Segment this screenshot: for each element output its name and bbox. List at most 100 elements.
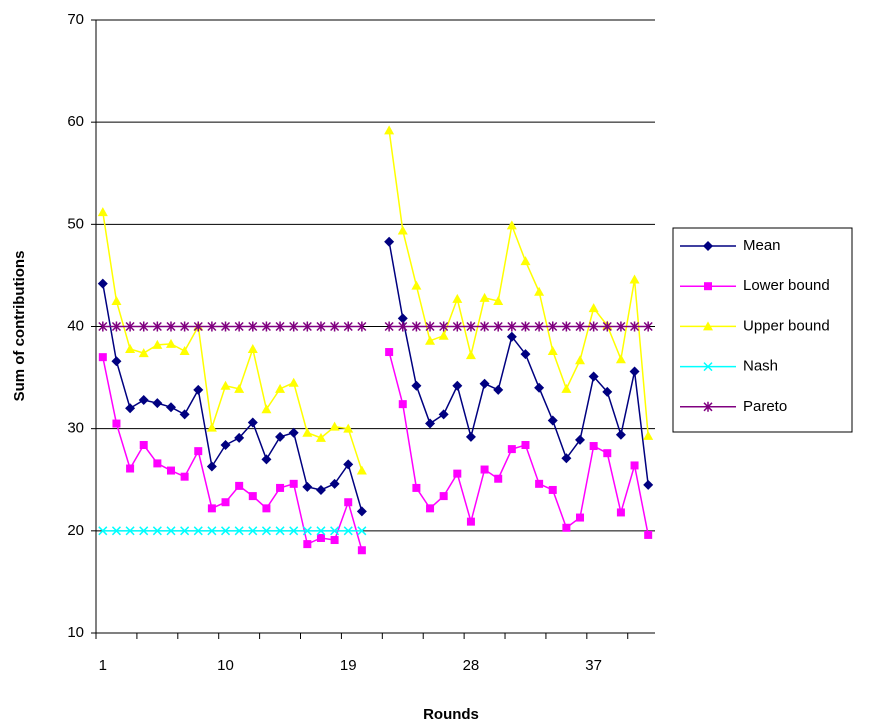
data-point xyxy=(111,295,122,305)
data-point xyxy=(603,449,612,458)
legend-label: Mean xyxy=(743,237,781,254)
data-point xyxy=(234,526,244,536)
data-point xyxy=(629,274,640,284)
data-point xyxy=(343,423,354,433)
data-point xyxy=(602,386,613,397)
data-point xyxy=(615,354,626,364)
data-point xyxy=(439,321,449,332)
data-point xyxy=(315,432,326,442)
data-point xyxy=(302,321,312,332)
data-point xyxy=(479,292,490,302)
data-point xyxy=(493,321,503,332)
data-point xyxy=(275,526,285,536)
data-point xyxy=(166,321,176,332)
data-point xyxy=(384,125,395,135)
data-point xyxy=(125,403,136,414)
data-point xyxy=(493,295,504,305)
data-point xyxy=(425,321,435,332)
data-point xyxy=(234,383,245,393)
data-point xyxy=(220,526,231,536)
data-point xyxy=(534,286,545,296)
data-point xyxy=(289,479,298,488)
x-tick-label: 1 xyxy=(99,657,107,674)
data-point xyxy=(138,395,149,406)
x-tick-label: 19 xyxy=(340,657,357,674)
data-point xyxy=(248,526,258,536)
data-point xyxy=(507,445,516,454)
data-point xyxy=(261,526,271,536)
data-point xyxy=(547,415,558,426)
data-point xyxy=(220,440,231,451)
data-point xyxy=(630,321,640,332)
data-point xyxy=(644,530,653,539)
data-point xyxy=(125,321,135,332)
data-point xyxy=(506,220,517,230)
legend-label: Nash xyxy=(743,358,778,375)
data-point xyxy=(452,380,463,391)
data-point xyxy=(206,461,217,472)
data-point xyxy=(261,404,272,414)
data-point xyxy=(507,321,517,332)
data-point xyxy=(261,454,272,465)
data-point xyxy=(453,469,462,478)
data-point xyxy=(576,513,585,522)
data-point xyxy=(547,346,558,356)
data-point xyxy=(234,321,244,332)
data-point xyxy=(221,498,230,507)
y-tick-label: 20 xyxy=(67,522,84,539)
data-point xyxy=(139,526,149,536)
data-point xyxy=(357,526,367,536)
data-point xyxy=(562,523,571,532)
data-point xyxy=(616,508,625,517)
legend-label: Lower bound xyxy=(743,277,830,294)
data-point xyxy=(275,431,286,442)
data-point xyxy=(330,536,339,545)
data-point xyxy=(411,321,421,332)
data-point xyxy=(561,321,571,332)
data-point xyxy=(561,453,572,464)
data-point xyxy=(616,321,626,332)
data-point xyxy=(139,441,148,450)
data-point xyxy=(275,321,285,332)
data-point xyxy=(534,321,544,332)
data-point xyxy=(248,321,258,332)
data-point xyxy=(166,466,175,475)
y-tick-label: 30 xyxy=(67,420,84,437)
x-tick-label: 37 xyxy=(585,657,602,674)
data-point xyxy=(465,431,476,442)
data-point xyxy=(520,349,531,360)
y-tick-label: 40 xyxy=(67,317,84,334)
data-point xyxy=(111,356,122,367)
data-point xyxy=(139,321,149,332)
data-point xyxy=(480,465,489,474)
data-point xyxy=(180,472,189,481)
legend-label: Upper bound xyxy=(743,317,830,334)
data-point xyxy=(315,484,326,495)
data-point xyxy=(561,383,572,393)
data-point xyxy=(425,335,436,345)
data-point xyxy=(179,409,190,420)
data-point xyxy=(166,526,176,536)
data-point xyxy=(643,321,653,332)
data-point xyxy=(111,526,121,536)
x-tick-label: 10 xyxy=(217,657,234,674)
data-point xyxy=(235,481,244,490)
data-point xyxy=(602,321,612,332)
data-point xyxy=(385,348,394,357)
data-point xyxy=(520,256,531,266)
data-point xyxy=(425,418,436,429)
data-point xyxy=(426,504,435,513)
data-point xyxy=(194,447,203,456)
data-point xyxy=(480,321,490,332)
data-point xyxy=(152,526,162,536)
data-point xyxy=(247,417,258,428)
data-point xyxy=(343,321,353,332)
data-point xyxy=(193,321,203,332)
data-point xyxy=(466,517,475,526)
data-point xyxy=(153,459,162,468)
y-tick-label: 10 xyxy=(67,624,84,641)
data-point xyxy=(479,378,490,389)
data-point xyxy=(98,321,108,332)
data-point xyxy=(535,479,544,488)
data-point xyxy=(316,526,326,536)
